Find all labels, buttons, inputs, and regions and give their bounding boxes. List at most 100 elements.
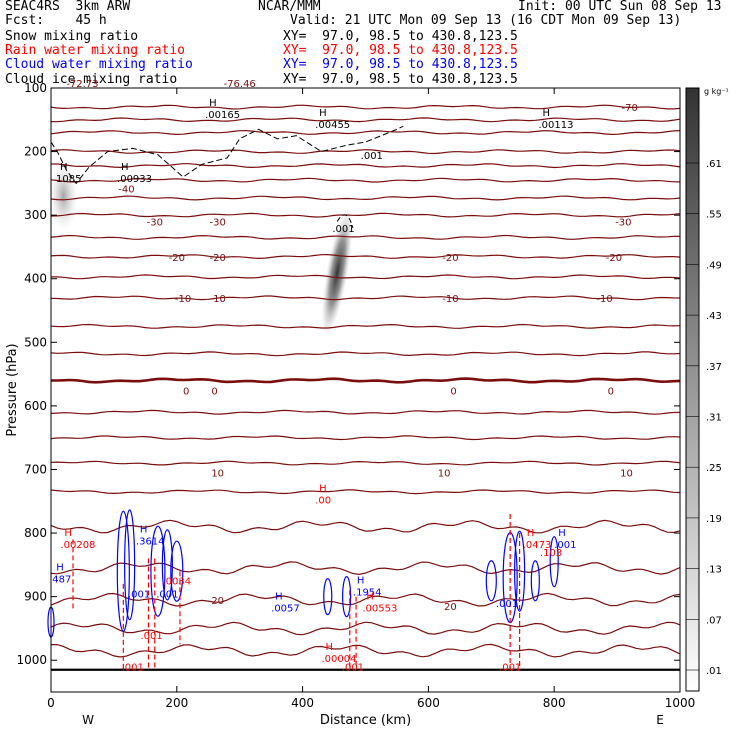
isotherm-label: 0: [450, 387, 456, 398]
maximum-value: .1954: [353, 587, 382, 598]
y-tick-label: 800: [24, 526, 47, 540]
maximum-value: 487: [52, 575, 71, 586]
cloud-water-contour: [530, 560, 540, 602]
isotherm-line: [50, 253, 681, 260]
colorbar-label: .19: [706, 514, 722, 525]
cloud-water-contour: [323, 578, 333, 616]
maximum-marker: H: [56, 563, 64, 574]
colorbar-label: .49: [706, 260, 722, 271]
maximum-marker: H: [209, 98, 217, 109]
maximum-value: .001: [554, 540, 576, 551]
isotherm-label: -10: [442, 294, 458, 305]
cloud-water-contour: [124, 509, 136, 621]
isotherm-line: [51, 643, 681, 658]
maximum-value: .3614: [136, 537, 165, 548]
cloud-water-contour: [116, 510, 130, 632]
contour-label: .001: [342, 663, 364, 674]
contour-label: .001: [128, 589, 150, 600]
isotherm-line: [51, 377, 681, 384]
maximum-marker: H: [325, 642, 333, 653]
field-name-cloudwater: Cloud water mixing ratio: [5, 57, 193, 72]
isotherm-line: [51, 163, 681, 169]
cloud-water-contour: [549, 536, 559, 588]
isotherm-line: [50, 519, 681, 534]
colorbar-label: .07: [706, 615, 722, 626]
isotherm-line: [50, 323, 681, 329]
isotherm-label: -20: [169, 253, 185, 264]
x-tick-label: 400: [291, 696, 314, 710]
maximum-marker: H: [357, 575, 365, 586]
y-axis-label: Pressure (hPa): [5, 343, 20, 436]
cloud-water-contour: [161, 529, 173, 601]
x-tick-label: 200: [165, 696, 188, 710]
isotherm-line: [50, 195, 681, 201]
isotherm-line: [50, 561, 681, 576]
contour-label: .001: [332, 224, 354, 235]
isotherm-label: -70: [622, 103, 638, 114]
snow-contour-small: [336, 214, 354, 229]
isotherm-line: [50, 149, 681, 155]
isotherm-line: [50, 489, 681, 495]
org-label: NCAR/MMM: [258, 0, 321, 14]
isotherm-label: -72.73: [66, 79, 98, 90]
isotherm-line: [51, 274, 681, 280]
cloud-water-contour: [342, 576, 352, 618]
isotherm-line: [50, 117, 681, 123]
isotherm-line: [50, 129, 681, 136]
contour-label: .001: [141, 631, 163, 642]
maximum-value: .00553: [362, 603, 397, 614]
valid-time: Valid: 21 UTC Mon 09 Sep 13 (16 CDT Mon …: [290, 13, 682, 28]
snow-shading-west: [49, 161, 78, 232]
maximum-marker: H: [64, 528, 72, 539]
isotherm-line: [50, 177, 681, 183]
maximum-marker: H: [319, 483, 327, 494]
colorbar-label: .43: [706, 311, 722, 322]
isotherm-line: [50, 234, 680, 240]
isotherm-label: -20: [210, 253, 226, 264]
contour-label: .001: [496, 599, 518, 610]
cloud-water-contour: [485, 560, 497, 602]
isotherm-line: [50, 104, 681, 110]
contour-label: .001: [156, 589, 178, 600]
snow-shading-core: [321, 208, 353, 337]
field-name-rain: Rain water mixing ratio: [5, 43, 186, 58]
isotherm-line: [50, 212, 681, 218]
maximum-value: .00: [315, 495, 331, 506]
colorbar-unit: g kg⁻¹: [704, 87, 729, 96]
isotherm-label: -20: [606, 253, 622, 264]
maximum-marker: H: [558, 528, 566, 539]
plot-frame: [50, 87, 681, 693]
model-label: SEAC4RS 3km ARW: [5, 0, 131, 14]
isotherm-line: [50, 460, 681, 466]
isotherm-line: [50, 409, 681, 415]
x-axis-label: Distance (km): [320, 713, 411, 728]
y-tick-label: 300: [24, 208, 47, 222]
isotherm-label: 0: [211, 387, 217, 398]
field-xy-cloudice: XY= 97.0, 98.5 to 430.8,123.5: [283, 72, 518, 87]
isotherm-label: 10: [211, 469, 224, 480]
maximum-value: .00208: [60, 540, 95, 551]
y-tick-label: 200: [24, 145, 47, 159]
colorbar-label: .55: [706, 210, 722, 221]
isotherm-label: -30: [210, 218, 226, 229]
field-xy-snow: XY= 97.0, 98.5 to 430.8,123.5: [283, 29, 518, 44]
contour-label: .001: [499, 663, 521, 674]
contour-label: .103: [540, 548, 562, 559]
isotherm-label: -20: [442, 253, 458, 264]
x-tick-label: 600: [417, 696, 440, 710]
maximum-marker: H: [527, 528, 535, 539]
colorbar-label: .31: [706, 413, 722, 424]
snow-contour-dashed: [50, 125, 404, 185]
colorbar-label: .25: [706, 463, 722, 474]
isotherm-label: -30: [147, 218, 163, 229]
maximum-marker: H: [366, 591, 374, 602]
maximum-marker: H: [319, 108, 327, 119]
isotherm-label: 0: [183, 387, 189, 398]
isotherm-line: [50, 295, 681, 301]
colorbar-label: .37: [706, 362, 722, 373]
field-xy-rain: XY= 97.0, 98.5 to 430.8,123.5: [283, 43, 518, 58]
isotherm-label: -10: [175, 294, 191, 305]
cloud-water-contour: [514, 530, 526, 612]
isotherm-line: [50, 435, 681, 441]
direction-east: E: [656, 713, 664, 727]
